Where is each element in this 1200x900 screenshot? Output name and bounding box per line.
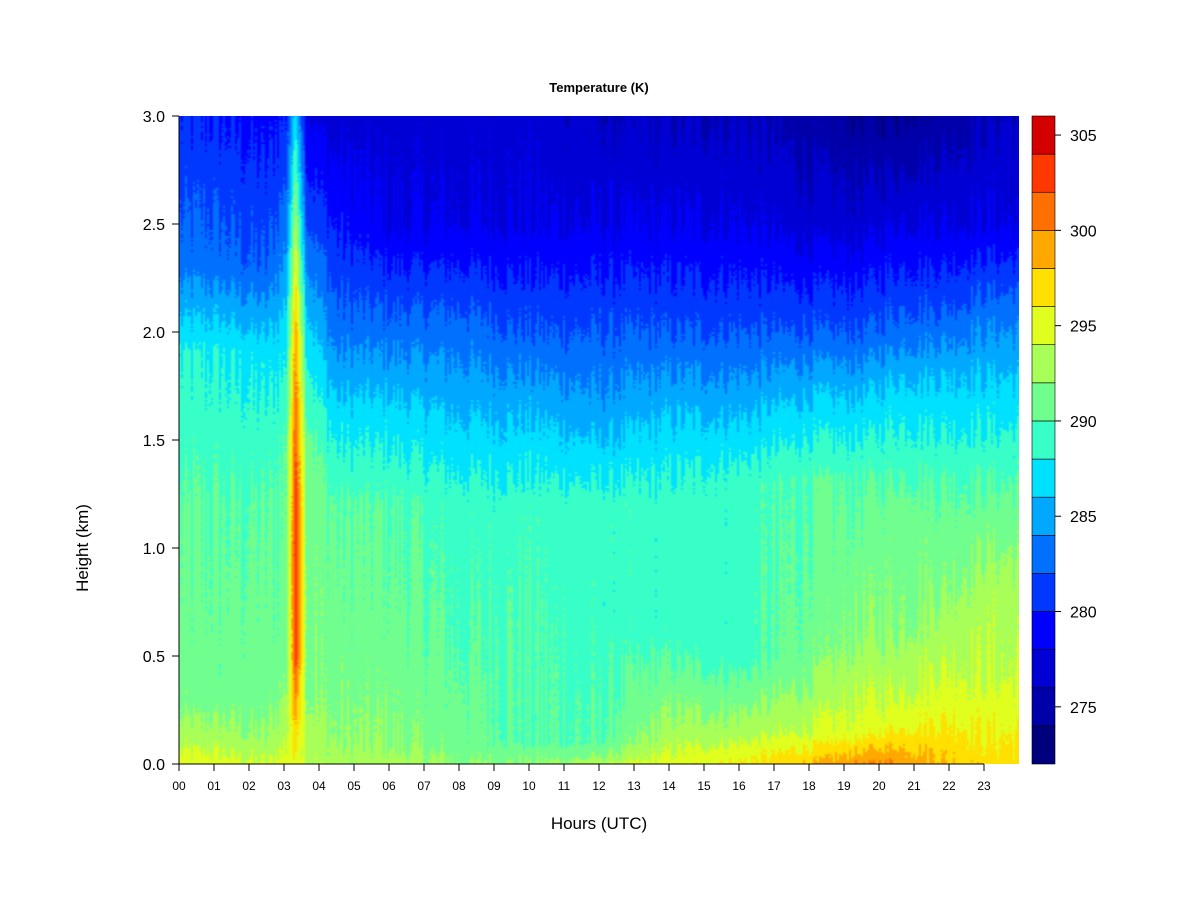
x-tick-label: 02 — [242, 779, 256, 793]
x-tick-label: 20 — [872, 779, 886, 793]
colorbar-segment — [1031, 115, 1056, 155]
colorbar-tick-label: 280 — [1070, 605, 1097, 622]
colorbar-segment — [1031, 611, 1056, 650]
x-tick-label: 06 — [382, 779, 396, 793]
colorbar-segment — [1031, 230, 1056, 269]
x-tick-label: 08 — [452, 779, 466, 793]
colorbar-tick-label: 275 — [1070, 700, 1097, 717]
y-tick-label: 1.5 — [143, 433, 165, 450]
x-tick-label: 05 — [347, 779, 361, 793]
x-axis: 00 01 02 03 04 05 06 07 08 09 10 11 12 13 14 15 16 17 18 19… — [172, 763, 991, 793]
x-tick-label: 16 — [732, 779, 746, 793]
x-axis-label: Hours (UTC) — [551, 814, 647, 833]
colorbar-segment — [1031, 496, 1056, 536]
colorbar-segment — [1031, 725, 1056, 765]
x-tick-label: 17 — [767, 779, 781, 793]
colorbar-segment — [1031, 268, 1056, 307]
heatmap-image — [179, 116, 1019, 764]
colorbar-tick-label: 305 — [1070, 128, 1097, 145]
colorbar-segment — [1031, 420, 1056, 460]
y-tick-label: 3.0 — [143, 109, 165, 126]
x-tick-label: 19 — [837, 779, 851, 793]
colorbar-tick-label: 285 — [1070, 509, 1097, 526]
x-tick-label: 10 — [522, 779, 536, 793]
colorbar-tick-label: 295 — [1070, 319, 1097, 336]
colorbar-segment — [1031, 458, 1056, 498]
y-tick-label: 0.0 — [143, 757, 165, 774]
x-tick-label: 09 — [487, 779, 501, 793]
heatmap-plot-area — [179, 116, 1019, 764]
x-tick-label: 13 — [627, 779, 641, 793]
x-tick-label: 14 — [662, 779, 676, 793]
x-tick-label: 11 — [558, 779, 571, 793]
colorbar-tick-label: 290 — [1070, 414, 1097, 431]
y-tick-label: 1.0 — [143, 541, 165, 558]
colorbar: 275 280 285 290 295 300 305 — [1031, 115, 1097, 765]
x-tick-label: 04 — [312, 779, 326, 793]
colorbar-segment — [1031, 306, 1056, 346]
y-axis-label: Height (km) — [73, 504, 92, 592]
x-tick-label: 15 — [697, 779, 711, 793]
y-axis: 0.0 0.5 1.0 1.5 2.0 2.5 3.0 — [143, 109, 180, 774]
colorbar-segment — [1031, 534, 1056, 574]
colorbar-tick-label: 300 — [1070, 223, 1097, 240]
x-tick-label: 01 — [207, 779, 221, 793]
x-tick-label: 23 — [977, 779, 991, 793]
colorbar-segment — [1031, 153, 1056, 193]
colorbar-segment — [1031, 382, 1056, 422]
colorbar-segment — [1031, 191, 1056, 231]
colorbar-segment — [1031, 573, 1056, 612]
x-tick-label: 22 — [942, 779, 956, 793]
y-tick-label: 2.0 — [143, 325, 165, 342]
y-tick-label: 0.5 — [143, 649, 165, 666]
colorbar-segment — [1031, 649, 1056, 689]
y-tick-label: 2.5 — [143, 217, 165, 234]
x-tick-label: 00 — [172, 779, 186, 793]
x-tick-label: 18 — [802, 779, 816, 793]
colorbar-segment — [1031, 344, 1056, 384]
x-tick-label: 07 — [417, 779, 431, 793]
x-tick-label: 12 — [592, 779, 606, 793]
chart-title: Temperature (K) — [549, 80, 648, 95]
x-tick-label: 21 — [907, 779, 921, 793]
x-tick-label: 03 — [277, 779, 291, 793]
colorbar-segment — [1031, 687, 1056, 727]
